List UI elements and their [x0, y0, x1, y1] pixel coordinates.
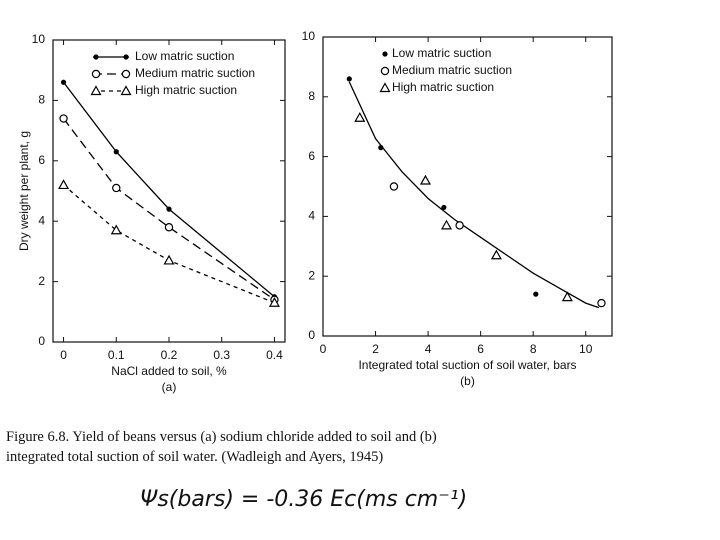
x-tick-label: 4 — [425, 342, 432, 356]
caption: Figure 6.8. Yield of beans versus (a) so… — [6, 429, 440, 465]
legend-marker — [120, 85, 132, 96]
marker — [112, 183, 121, 193]
handwritten-formula: Ψs(bars) = -0.36 Ec(ms cm⁻¹) — [140, 487, 467, 512]
y-tick-label: 0 — [38, 334, 45, 348]
marker — [164, 223, 174, 232]
y-tick-label: 8 — [308, 89, 315, 103]
marker — [163, 254, 175, 265]
marker — [441, 204, 447, 211]
x-tick-label: 10 — [579, 342, 593, 356]
marker — [389, 182, 399, 191]
y-tick-label: 6 — [308, 149, 315, 163]
marker — [419, 174, 431, 185]
marker — [597, 298, 606, 308]
y-tick-label: 10 — [302, 29, 316, 43]
x-tick-label: 8 — [530, 342, 537, 356]
marker — [561, 291, 573, 302]
x-tick-label: 0.2 — [161, 348, 178, 362]
legend-marker — [380, 66, 390, 76]
x-tick-label: 0.1 — [108, 348, 125, 362]
marker — [113, 149, 119, 155]
x-tick-label: 0.3 — [213, 348, 230, 362]
legend-marker — [121, 69, 131, 79]
x-axis-label: Integrated total suction of soil water, … — [358, 358, 576, 372]
legend-marker — [123, 54, 129, 60]
marker — [533, 291, 539, 297]
marker — [58, 179, 70, 190]
y-axis-label: Dry weight per plant, g — [17, 131, 31, 251]
marker — [490, 249, 502, 260]
marker — [110, 224, 122, 235]
panel-label: (b) — [460, 374, 475, 388]
x-axis-label: NaCl added to soil, % — [111, 364, 227, 378]
marker — [166, 206, 172, 212]
marker — [455, 221, 464, 230]
legend-marker — [93, 54, 99, 60]
marker — [440, 219, 453, 230]
x-tick-label: 2 — [372, 342, 379, 356]
series-line — [63, 118, 275, 301]
legend-marker — [379, 82, 391, 93]
legend-label: Medium matric suction — [392, 63, 512, 77]
y-tick-label: 8 — [38, 93, 45, 107]
fit-curve — [348, 81, 600, 309]
plot-frame — [322, 36, 613, 337]
marker — [59, 114, 68, 123]
legend-marker — [90, 85, 102, 96]
y-tick-label: 4 — [308, 209, 315, 223]
legend-label: High matric suction — [135, 83, 237, 97]
legend-label: Low matric suction — [135, 49, 234, 63]
x-tick-label: 6 — [477, 342, 484, 356]
panel-label: (a) — [162, 380, 177, 394]
legend-marker — [382, 51, 388, 57]
y-tick-label: 2 — [38, 274, 45, 288]
legend-label: High matric suction — [392, 80, 494, 94]
series-line — [63, 184, 275, 304]
marker — [268, 297, 280, 307]
marker — [378, 145, 384, 151]
marker — [60, 79, 67, 85]
legend-label: Medium matric suction — [135, 66, 255, 80]
marker — [354, 112, 366, 122]
x-tick-label: 0 — [60, 348, 67, 362]
series-line — [63, 81, 275, 298]
legend-label: Low matric suction — [392, 46, 491, 60]
x-tick-label: 0.4 — [266, 348, 283, 362]
marker — [346, 76, 352, 82]
y-tick-label: 4 — [38, 213, 45, 227]
x-tick-label: 0 — [320, 342, 327, 356]
y-tick-label: 2 — [308, 268, 315, 282]
y-tick-label: 6 — [38, 153, 45, 167]
legend-marker — [91, 69, 101, 79]
y-tick-label: 0 — [308, 328, 315, 342]
y-tick-label: 10 — [32, 32, 46, 46]
